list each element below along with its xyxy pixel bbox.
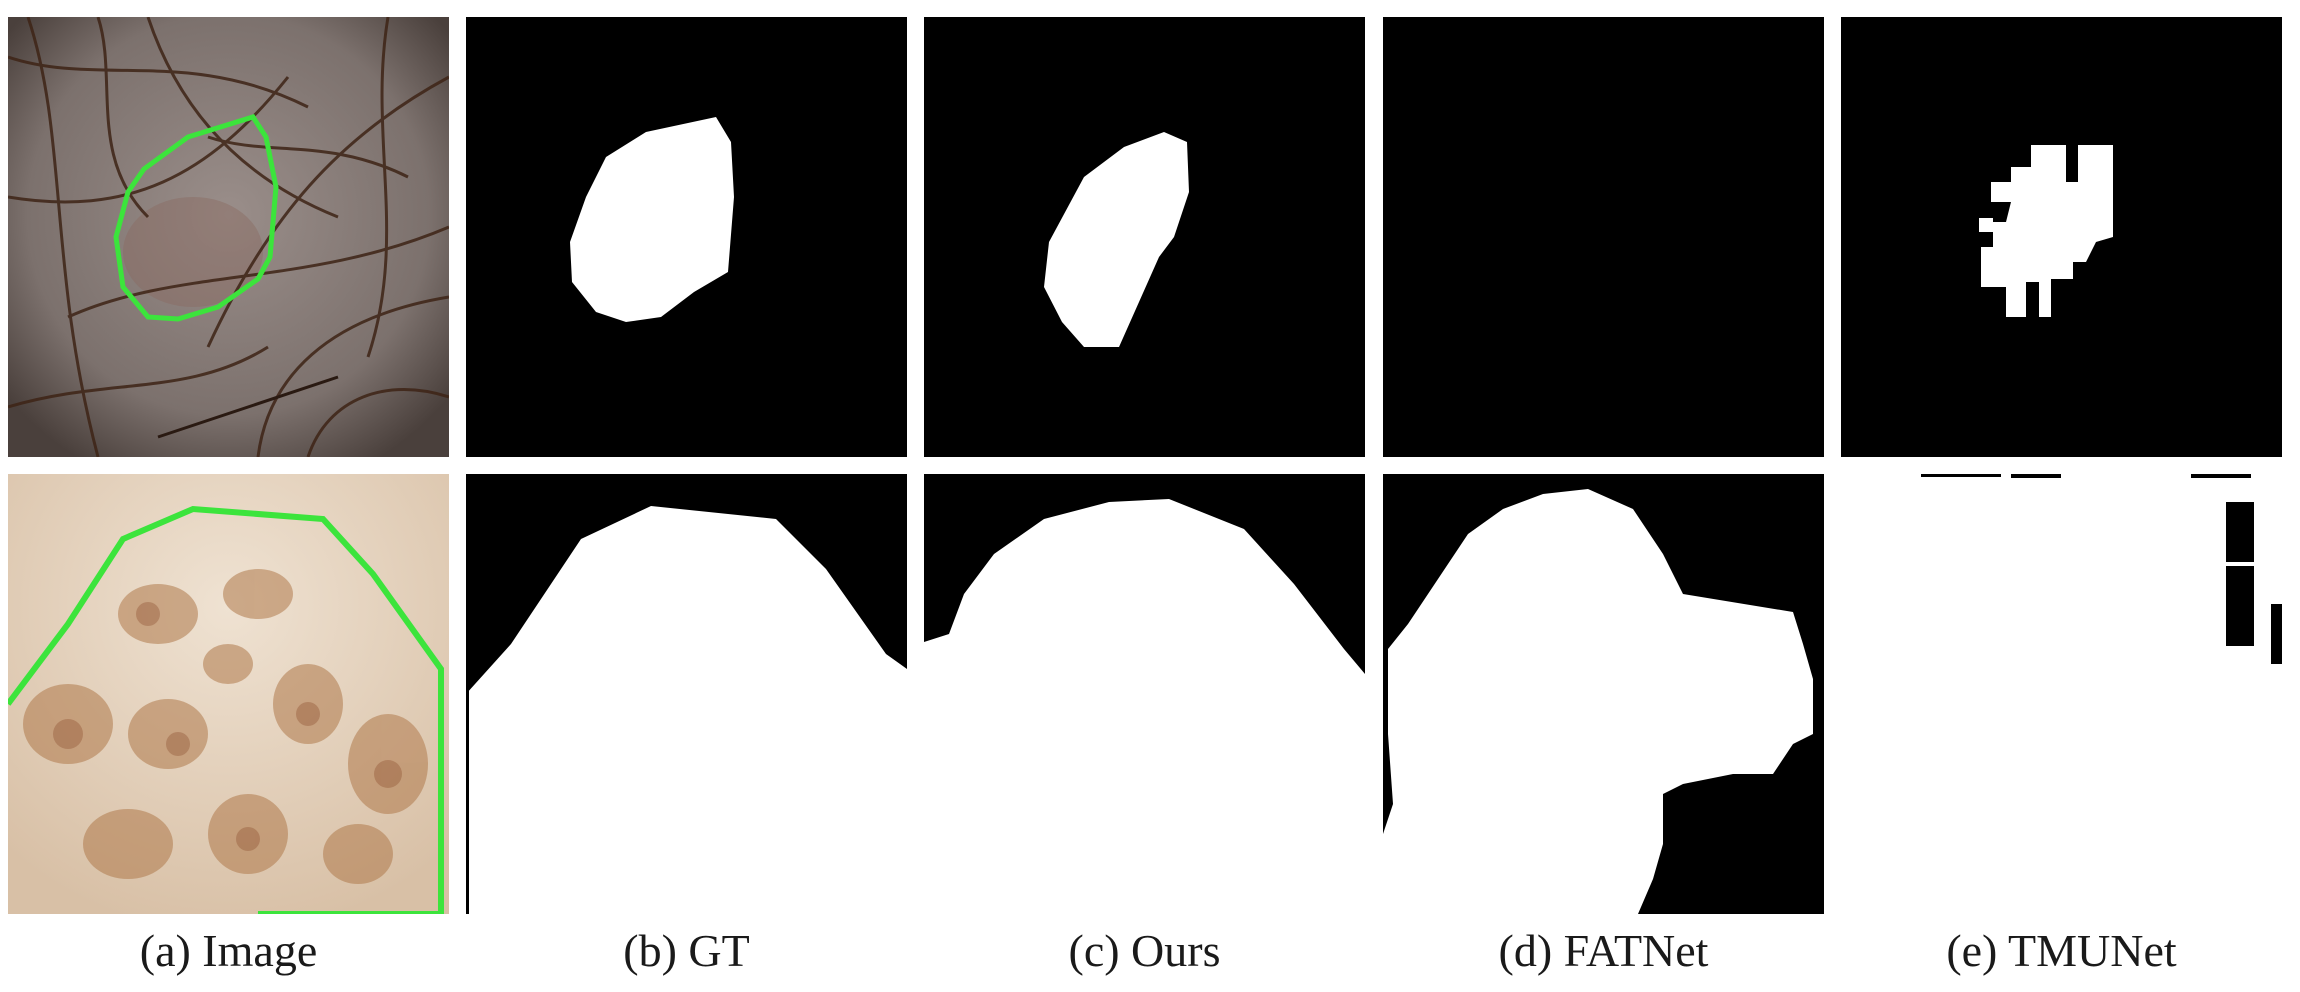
dermoscopy-image-hairy-skin bbox=[8, 17, 449, 457]
ours-mask-row1 bbox=[924, 17, 1365, 457]
caption-ours: (c) Ours bbox=[1068, 925, 1221, 976]
tmunet-mask-row2 bbox=[1841, 474, 2282, 914]
ours-lesion-mask bbox=[924, 17, 1365, 457]
fatnet-mask-row2 bbox=[1383, 474, 1824, 914]
caption-image: (a) Image bbox=[139, 925, 318, 976]
caption-gt: (b) GT bbox=[623, 925, 750, 976]
fatnet-lesion-mask bbox=[1383, 474, 1824, 914]
tmunet-mask-row1 bbox=[1841, 17, 2282, 457]
caption-fatnet: (d) FATNet bbox=[1498, 925, 1709, 976]
caption-tmunet: (e) TMUNet bbox=[1946, 925, 2177, 976]
gt-mask-row2 bbox=[466, 474, 907, 914]
gt-lesion-mask bbox=[466, 474, 907, 914]
input-image-row1 bbox=[8, 17, 449, 457]
fatnet-mask-row1 bbox=[1383, 17, 1824, 457]
tmunet-lesion-mask bbox=[1841, 474, 2282, 914]
fatnet-empty-mask bbox=[1383, 17, 1824, 457]
gt-mask-row1 bbox=[466, 17, 907, 457]
dermoscopy-image-lesion bbox=[8, 474, 449, 914]
ours-lesion-mask bbox=[924, 474, 1365, 914]
ours-mask-row2 bbox=[924, 474, 1365, 914]
gt-lesion-mask bbox=[466, 17, 907, 457]
input-image-row2 bbox=[8, 474, 449, 914]
tmunet-blocky-mask bbox=[1841, 17, 2282, 457]
